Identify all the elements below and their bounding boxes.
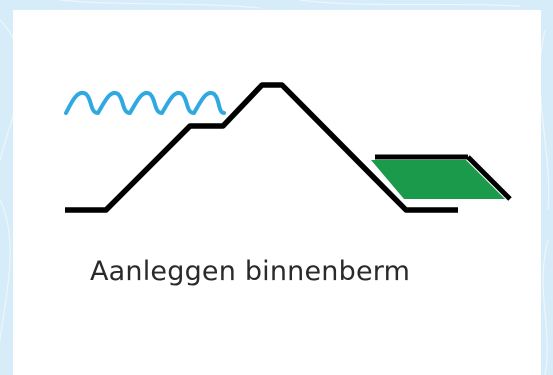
dike-diagram: [64, 82, 512, 213]
water-waves-icon: [64, 90, 226, 115]
dike-profile-icon: [65, 82, 458, 213]
berm-slope-line: [466, 155, 512, 201]
inner-berm-icon: [371, 160, 505, 199]
diagram-caption: Aanleggen binnenberm: [90, 256, 411, 287]
